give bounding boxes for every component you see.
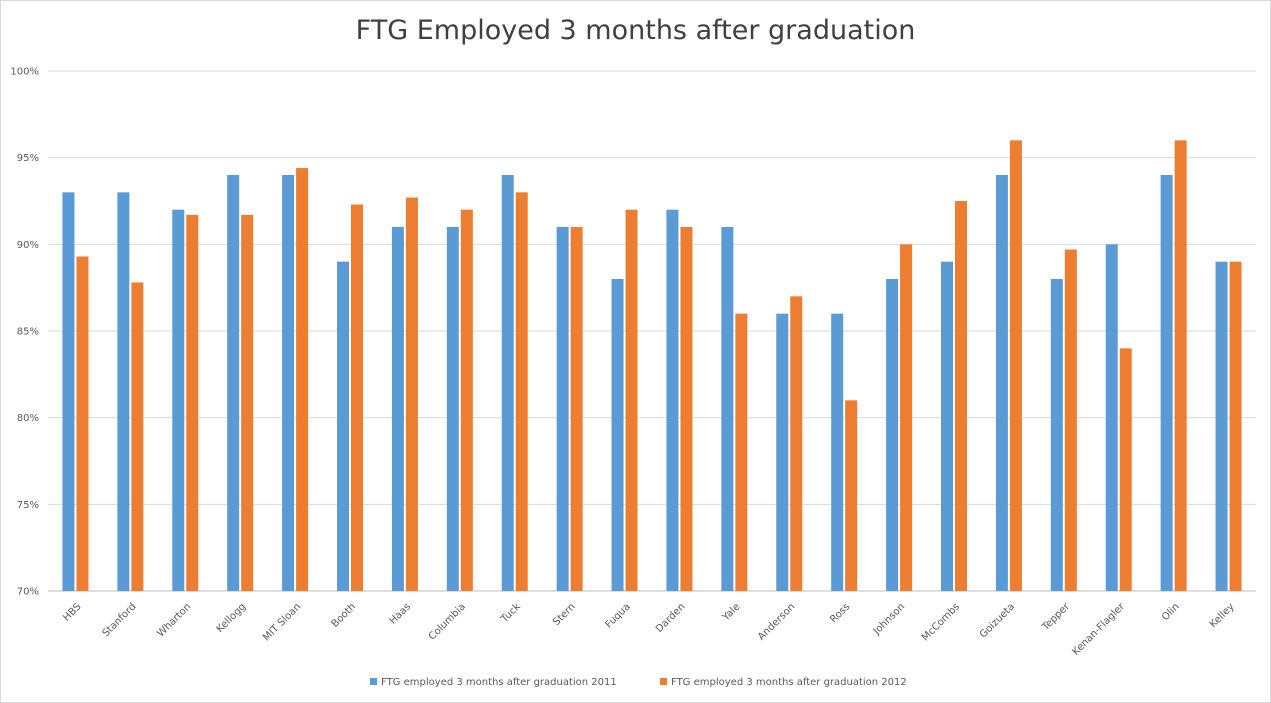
bar-2012 [76,256,89,591]
x-tick-label: Kellogg [215,601,249,635]
bar-2011 [886,279,899,591]
y-tick-label: 70% [17,587,39,598]
x-tick-label: Booth [330,601,359,630]
bar-2012 [790,296,803,591]
bar-2011 [227,175,240,591]
bar-2012 [405,197,418,592]
bar-2011 [62,192,75,592]
legend-label: FTG employed 3 months after graduation 2… [381,677,617,688]
bar-2011 [337,261,349,591]
x-tick-label: Yale [720,601,742,623]
bar-2012 [625,209,638,591]
bar-2011 [1160,175,1173,591]
legend-swatch [660,678,667,685]
x-tick-label: Fuqua [603,601,632,630]
x-tick-label: Stern [551,601,578,628]
bar-2011 [282,175,295,591]
x-tick-label: McCombs [920,601,962,643]
x-tick-label: Tepper [1040,601,1073,634]
bar-2012 [515,192,528,592]
bar-2011 [1050,279,1063,591]
bar-2011 [721,227,734,591]
bar-2012 [186,214,199,591]
bar-2011 [831,313,844,591]
legend-swatch [370,678,377,685]
bar-2012 [680,227,693,591]
x-tick-label: Darden [654,601,688,635]
bar-2011 [556,227,569,591]
bar-2011 [666,209,679,591]
bar-2011 [391,227,404,591]
x-axis-labels: HBS Stanford Wharton Kellogg MIT Sloan Booth H… [61,601,1236,658]
x-tick-label: Anderson [756,601,797,642]
y-axis-ticks: 70% 75% 80% 85% 90% 95% 100% [10,67,39,598]
x-tick-label: Kelley [1208,601,1237,630]
x-tick-label: Ross [828,601,852,625]
bar-2012 [1119,348,1132,591]
bar-2012 [735,313,748,591]
x-tick-label: Tuck [499,601,523,625]
x-tick-label: Goizueta [978,601,1017,640]
bar-2012 [460,209,473,591]
x-tick-label: MIT Sloan [261,601,303,643]
x-tick-label: Wharton [155,601,193,639]
chart-title: FTG Employed 3 months after graduation [355,15,916,46]
y-tick-label: 75% [17,500,39,511]
bar-2011 [1105,244,1118,592]
bar-2011 [611,279,624,591]
y-tick-label: 90% [17,240,39,251]
bar-2012 [955,201,967,591]
bar-2012 [351,204,363,591]
x-tick-label: Stanford [101,601,139,639]
bar-2011 [1215,261,1228,591]
bar-2012 [1229,261,1242,591]
bar-2011 [172,209,185,591]
bar-2012 [1064,249,1077,592]
x-tick-label: Columbia [427,601,468,642]
bar-2012 [900,244,913,592]
bar-2012 [241,214,254,591]
bar-2012 [570,227,583,591]
bar-2011 [501,175,514,591]
bar-2012 [845,400,858,591]
legend: FTG employed 3 months after graduation 2… [370,677,907,688]
legend-label: FTG employed 3 months after graduation 2… [671,677,907,688]
bar-2011 [776,313,789,591]
y-tick-label: 95% [17,153,39,164]
y-tick-label: 100% [10,67,39,78]
bar-2012 [131,282,144,591]
bar-2012 [1009,140,1022,592]
y-tick-label: 85% [17,327,39,338]
bar-2011 [446,227,459,591]
bar-2011 [941,261,953,591]
x-tick-label: HBS [61,601,83,623]
bar-2012 [296,168,309,592]
x-tick-label: Olin [1160,601,1182,623]
bars [62,140,1242,592]
x-tick-label: Johnson [871,601,907,637]
bar-2011 [995,175,1008,591]
x-tick-label: Kenan-Flagler [1071,601,1128,658]
bar-2012 [1174,140,1187,592]
x-tick-label: Haas [388,601,413,626]
bar-2011 [117,192,130,592]
y-tick-label: 80% [17,413,39,424]
